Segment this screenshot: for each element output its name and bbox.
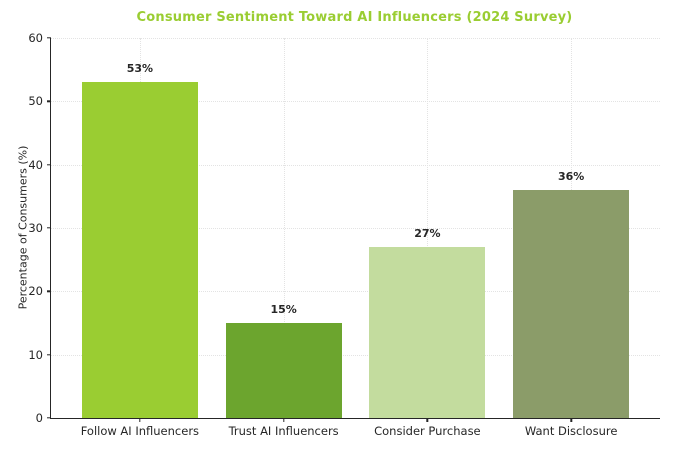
v-gridline <box>283 38 285 418</box>
bar-trust-ai-influencers <box>225 323 342 418</box>
bar-follow-ai-influencers <box>81 82 198 418</box>
x-tick-mark <box>139 418 141 422</box>
y-tick-mark <box>47 353 51 356</box>
y-tick-label: 40 <box>28 157 43 172</box>
h-gridline <box>51 38 660 39</box>
y-tick-mark <box>47 417 51 419</box>
y-tick-label: 20 <box>28 284 43 299</box>
x-tick-mark <box>426 418 429 422</box>
x-tick-label-trust-ai-influencers: Trust AI Influencers <box>228 424 339 438</box>
y-tick-mark <box>47 227 51 229</box>
y-tick-label: 60 <box>28 31 43 45</box>
bar-value-label-consider-purchase: 27% <box>414 227 441 240</box>
x-tick-mark <box>282 418 285 422</box>
x-tick-label-consider-purchase: Consider Purchase <box>374 424 481 438</box>
h-gridline <box>51 291 660 293</box>
x-tick-mark <box>570 418 572 422</box>
y-tick-mark <box>47 37 51 39</box>
h-gridline <box>51 164 660 166</box>
y-tick-mark <box>47 290 51 293</box>
plot-area: 0 10 20 30 40 50 60 53% Follow AI Influencers 15%… <box>28 31 660 438</box>
y-tick-mark <box>47 100 51 103</box>
bar-consider-purchase <box>369 247 486 418</box>
bar-value-label-trust-ai-influencers: 15% <box>270 303 297 316</box>
y-tick-label: 50 <box>28 94 43 109</box>
bar-want-disclosure <box>513 190 630 418</box>
x-tick-label-want-disclosure: Want Disclosure <box>524 424 618 438</box>
y-tick-label: 10 <box>28 347 43 362</box>
y-tick-label: 30 <box>28 221 43 235</box>
v-gridline <box>427 38 429 418</box>
y-tick-mark <box>47 163 51 166</box>
x-tick-label-follow-ai-influencers: Follow AI Influencers <box>80 424 200 438</box>
chart-title: Consumer Sentiment Toward AI Influencers… <box>136 10 573 25</box>
y-tick-label: 0 <box>35 411 43 425</box>
bar-value-label-want-disclosure: 36% <box>557 170 585 183</box>
h-gridline <box>51 101 660 103</box>
h-gridline <box>51 228 660 229</box>
h-gridline <box>51 354 660 356</box>
bar-value-label-follow-ai-influencers: 53% <box>126 62 154 76</box>
